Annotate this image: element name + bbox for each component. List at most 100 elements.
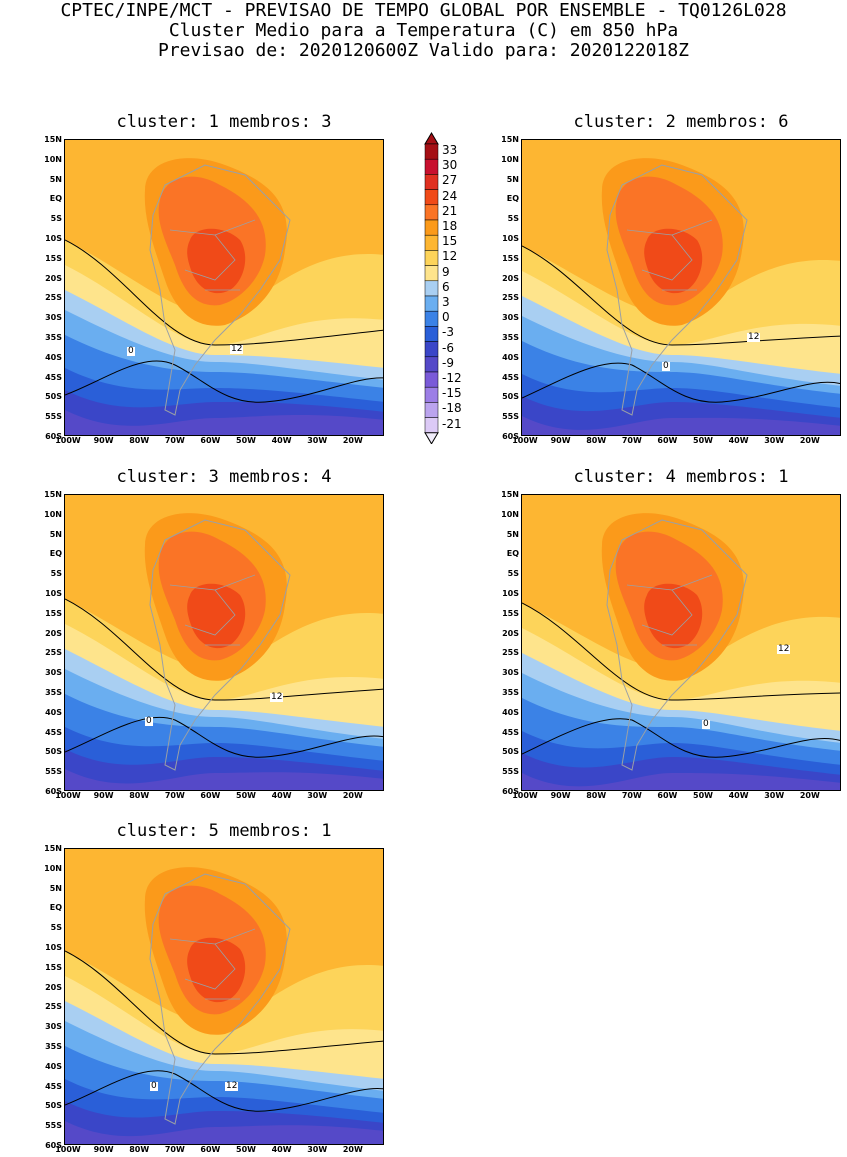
colorbar-swatch [424, 341, 439, 358]
lat-tick-label: 10S [45, 589, 62, 598]
lon-tick-label: 20W [799, 436, 820, 445]
colorbar-label: 30 [442, 158, 458, 173]
lon-tick-label: 40W [728, 436, 749, 445]
contour-12c [522, 602, 840, 701]
lon-tick-label: 40W [728, 791, 749, 800]
lon-tick-label: 30W [307, 791, 328, 800]
contour-12-label: 12 [777, 644, 791, 654]
lat-tick-label: 10N [501, 154, 519, 164]
lon-tick-label: 100W [512, 436, 538, 445]
lat-tick-label: 35S [45, 333, 62, 342]
lat-tick-label: 10N [44, 863, 62, 873]
lon-tick-label: 20W [342, 1145, 363, 1154]
lon-tick-label: 20W [342, 436, 363, 445]
lon-tick-label: 90W [550, 436, 571, 445]
warm-core-24c [187, 937, 246, 1003]
lat-tick-label: 25S [45, 648, 62, 658]
contour-0-label: 0 [702, 719, 710, 729]
warm-core-24c [644, 228, 703, 294]
colorbar-label: 27 [442, 173, 458, 188]
lat-tick-label: 60S [45, 787, 62, 796]
lat-tick-label: 5S [50, 214, 62, 224]
lat-tick-label: 50S [45, 392, 62, 402]
lat-tick-label: 5N [49, 883, 62, 893]
lon-tick-label: 70W [164, 1145, 185, 1154]
colorbar-swatch [424, 189, 439, 206]
header-line-3: Previsao de: 2020120600Z Valido para: 20… [157, 40, 689, 61]
lat-tick-label: 30S [45, 1022, 62, 1032]
lat-tick-label: 60S [502, 432, 519, 441]
colorbar-label: 6 [442, 279, 450, 294]
lat-tick-label: 50S [45, 747, 62, 757]
lon-tick-label: 60W [657, 791, 678, 800]
colorbar-label: 0 [442, 310, 450, 325]
colorbar-label: -12 [442, 371, 462, 385]
lat-tick-label: 40S [45, 352, 62, 362]
lat-tick-label: 25S [502, 648, 519, 658]
country-borders [169, 574, 256, 646]
lat-tick-label: 35S [502, 333, 519, 342]
lat-tick-label: 60S [502, 787, 519, 796]
temperature-field [65, 140, 383, 435]
panel-2-title: cluster: 2 membros: 6 [573, 112, 789, 132]
header-line-1: CPTEC/INPE/MCT - PREVISAO DE TEMPO GLOBA… [60, 0, 787, 21]
colorbar-label: 3 [442, 295, 450, 309]
contour-0c [522, 718, 840, 758]
lat-tick-label: 30S [502, 313, 519, 323]
colorbar-swatch [424, 174, 439, 190]
lat-tick-label: EQ [506, 549, 519, 559]
lat-tick-label: 40S [45, 707, 62, 717]
lon-tick-label: 50W [693, 436, 713, 445]
contour-12-label: 12 [230, 344, 244, 354]
lon-tick-label: 90W [93, 1145, 114, 1154]
lat-tick-label: 5N [49, 529, 62, 539]
lon-tick-label: 80W [586, 791, 607, 800]
lat-tick-label: 20S [45, 273, 62, 283]
contour-12c [522, 245, 840, 346]
colorbar-swatch [424, 310, 439, 327]
lat-tick-label: EQ [49, 903, 62, 913]
lat-tick-label: 60S [45, 432, 62, 441]
lon-tick-label: 50W [693, 791, 713, 800]
colorbar-swatch [424, 143, 439, 160]
country-borders [169, 219, 256, 291]
lat-tick-label: 25S [502, 293, 519, 303]
contour-0-label: 0 [127, 346, 135, 356]
lon-tick-label: 90W [93, 436, 114, 445]
lon-tick-label: 90W [550, 791, 571, 800]
lon-tick-label: 80W [129, 791, 150, 800]
panel-2-map: 12 0 [521, 139, 841, 436]
lat-tick-label: 50S [502, 747, 519, 757]
lat-tick-label: 10N [501, 509, 519, 519]
lat-tick-label: 45S [45, 1081, 62, 1091]
lon-tick-label: 60W [200, 436, 221, 445]
lon-tick-label: 40W [271, 436, 292, 445]
lat-tick-label: 45S [45, 372, 62, 382]
contour-12-label: 12 [225, 1081, 239, 1091]
lon-tick-label: 80W [586, 436, 607, 445]
lat-tick-label: 15S [45, 608, 62, 618]
panel-3-title: cluster: 3 membros: 4 [116, 467, 332, 487]
lat-tick-label: EQ [506, 194, 519, 204]
lat-tick-label: 55S [45, 412, 62, 422]
lat-tick-label: 30S [45, 313, 62, 323]
continent-outline [606, 164, 748, 416]
lon-tick-label: 100W [512, 791, 538, 800]
lat-tick-label: 15N [501, 490, 519, 499]
lat-tick-label: 55S [45, 767, 62, 777]
lon-tick-label: 100W [55, 791, 81, 800]
colorbar-swatch [424, 219, 439, 236]
contour-12c [65, 598, 383, 701]
lon-tick-label: 50W [236, 791, 256, 800]
lat-tick-label: 40S [502, 352, 519, 362]
lon-tick-label: 40W [271, 791, 292, 800]
colorbar-label: 12 [442, 249, 458, 264]
lon-tick-label: 30W [764, 791, 785, 800]
contour-0c [522, 362, 840, 403]
colorbar-label: 24 [442, 188, 458, 203]
lat-tick-label: 5S [507, 214, 519, 224]
panel-5-map: 12 0 [64, 848, 384, 1145]
continent-outline [149, 164, 291, 416]
lat-tick-label: 55S [45, 1121, 62, 1131]
colorbar-label: -15 [442, 386, 462, 401]
